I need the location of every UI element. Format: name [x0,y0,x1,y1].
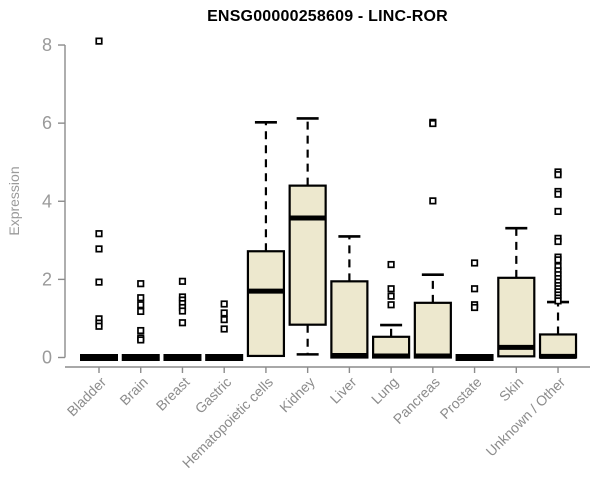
boxplot-kidney [288,117,327,356]
outlier-point [554,256,562,264]
boxplot-breast [163,277,202,361]
outlier-point [137,301,145,309]
boxplot-hematopoietic-cells [246,121,286,358]
collapsed-box [205,354,244,361]
x-category-label: Unknown / Other [483,374,569,460]
outlier-point [95,230,103,238]
boxplot-skin [497,226,536,358]
outlier-point [470,259,479,267]
y-tick-label: 2 [42,269,52,289]
y-tick-label: 0 [42,348,52,368]
outlier-point [554,237,562,246]
outlier-point [220,300,228,308]
outlier-point [220,309,228,317]
iqr-box [413,301,452,359]
y-tick-label: 6 [42,113,52,133]
outlier-point [137,326,145,335]
x-category-label: Brain [116,374,150,408]
x-category-label: Bladder [64,374,110,420]
iqr-box [330,280,369,359]
outlier-point [387,292,395,300]
boxplot-lung [372,260,411,359]
x-category-label: Liver [327,374,360,407]
outlier-point [178,319,187,327]
boxplot-gastric [205,300,244,361]
x-category-label: Breast [153,374,193,414]
boxplot-bladder [80,37,118,361]
outlier-point [387,260,395,269]
outlier-point [95,278,103,286]
iqr-box [497,276,536,358]
chart-title: ENSG00000258609 - LINC-ROR [207,8,448,25]
y-axis: 0 2 4 6 8 [42,35,66,368]
boxplot-unknown-other [538,168,578,359]
boxplot-brain [121,280,160,361]
outlier-point [137,307,145,316]
outlier-point [137,280,145,288]
outlier-point [178,307,187,315]
x-category-label: Skin [496,374,527,405]
outlier-point [429,119,437,128]
boxplot-pancreas [413,118,452,359]
boxplot-prostate [455,259,494,361]
collapsed-box [80,354,118,361]
outlier-point [137,294,145,302]
outlier-point [554,190,562,198]
collapsed-box [163,354,202,361]
outlier-point [387,285,395,293]
outlier-point [220,316,228,324]
x-category-label: Prostate [437,374,485,422]
outlier-point [554,297,562,305]
outlier-point [95,37,103,45]
boxplot-liver [330,235,369,359]
collapsed-box [121,354,160,361]
outlier-point [95,245,103,253]
y-tick-label: 4 [42,191,52,211]
iqr-box [246,250,286,358]
outlier-point [554,207,562,216]
outlier-point [95,322,103,330]
outlier-point [429,197,437,205]
x-category-label: Lung [368,374,401,407]
outlier-point [220,325,228,333]
iqr-box [288,184,327,326]
outlier-point [387,301,395,309]
outlier-point [470,303,479,312]
outlier-point [137,336,145,344]
y-tick-label: 8 [42,35,52,55]
collapsed-box [455,354,494,361]
outlier-point [178,277,187,285]
x-category-label: Kidney [276,374,318,416]
outlier-point [470,285,479,293]
outlier-point [554,171,562,179]
